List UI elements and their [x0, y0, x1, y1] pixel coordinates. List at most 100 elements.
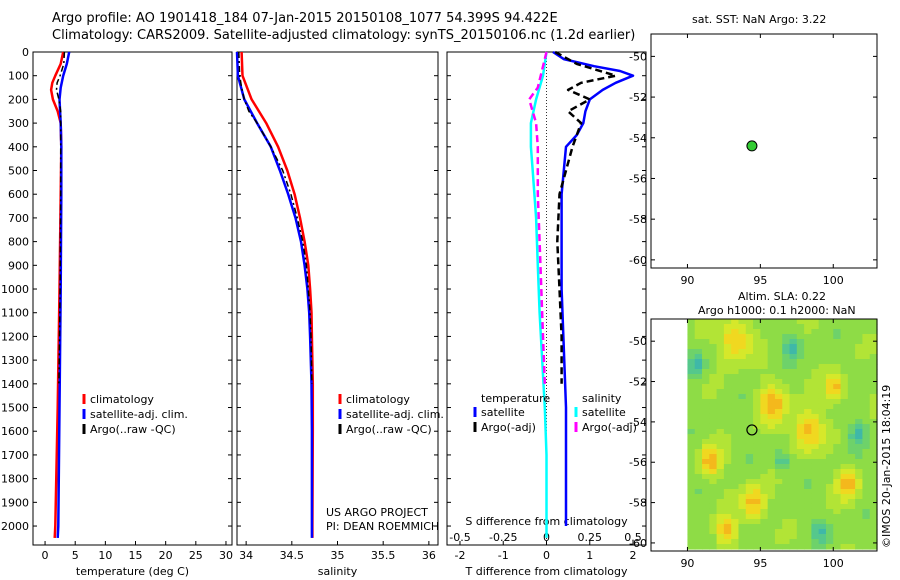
depth-tick-label: 600 [8, 188, 29, 201]
sla-heatmap-cell [709, 369, 718, 375]
sla-heatmap-cell [789, 369, 798, 375]
sla-heatmap-cell [782, 423, 791, 430]
sla-heatmap-cell [731, 369, 740, 375]
sla-heatmap-cell [833, 413, 842, 420]
sla-heatmap-cell [745, 393, 754, 400]
sla-heatmap-cell [723, 398, 732, 405]
sla-heatmap-cell [862, 369, 871, 375]
sla-heatmap-cell [869, 508, 878, 515]
sla-heatmap-cell [789, 518, 798, 525]
sla-heatmap-cell [833, 453, 842, 460]
sla-heatmap-cell [796, 403, 805, 410]
sla-heatmap-cell [760, 364, 769, 370]
sla-heatmap-cell [869, 403, 878, 410]
sla-heatmap-cell [869, 503, 878, 510]
sla-heatmap-cell [782, 334, 791, 340]
sla-heatmap-cell [687, 528, 696, 535]
salinity-xlabel: salinity [318, 565, 358, 578]
sla-heatmap-cell [745, 473, 754, 480]
sla-heatmap-cell [811, 458, 820, 465]
sla-heatmap-cell [723, 443, 732, 450]
sla-heatmap-cell [862, 324, 871, 330]
sla-heatmap-cell [687, 364, 696, 370]
sla-heatmap-cell [694, 453, 703, 460]
sla-heatmap-cell [804, 418, 812, 425]
sla-heatmap-cell [745, 508, 754, 515]
sla-heatmap-cell [818, 503, 827, 510]
sla-heatmap-cell [833, 403, 842, 410]
sla-heatmap-cell [804, 433, 812, 440]
sla-heatmap-cell [782, 388, 791, 395]
sla-heatmap-cell [804, 533, 812, 540]
sla-heatmap-cell [811, 503, 820, 510]
sla-heatmap-cell [738, 508, 747, 515]
sla-heatmap-cell [767, 473, 776, 480]
sla-heatmap-cell [702, 488, 710, 495]
sla-heatmap-cell [782, 359, 791, 365]
sla-heatmap-cell [753, 448, 761, 455]
sla-heatmap-cell [862, 518, 871, 525]
sla-heatmap-cell [745, 334, 754, 340]
sla-heatmap-cell [687, 523, 696, 530]
sla-heatmap-cell [789, 379, 798, 385]
sla-heatmap-cell [840, 468, 849, 475]
depth-tick-label: 1900 [1, 496, 29, 509]
sla-heatmap-cell [687, 538, 696, 545]
sla-heatmap-cell [833, 448, 842, 455]
sla-heatmap-cell [825, 478, 834, 485]
sla-heatmap-cell [796, 498, 805, 505]
sla-heatmap-cell [745, 369, 754, 375]
sla-heatmap-cell [811, 528, 820, 535]
sla-heatmap-cell [687, 339, 696, 345]
sla-heatmap-cell [818, 508, 827, 515]
sla-heatmap-cell [796, 513, 805, 520]
sla-heatmap-cell [825, 473, 834, 480]
sla-heatmap-cell [804, 468, 812, 475]
sla-heatmap-cell [782, 413, 791, 420]
sla-heatmap-cell [702, 369, 710, 375]
sla-heatmap-cell [753, 364, 761, 370]
sla-heatmap-cell [847, 403, 856, 410]
sla-heatmap-cell [825, 523, 834, 530]
sla-heatmap-cell [818, 354, 827, 360]
sla-heatmap-cell [702, 448, 710, 455]
sla-heatmap-cell [731, 388, 740, 395]
sla-map-y-tick-label: -56 [629, 456, 647, 469]
sla-heatmap-cell [847, 339, 856, 345]
sla-heatmap-cell [855, 543, 864, 550]
depth-tick-label: 500 [8, 165, 29, 178]
depth-tick-label: 300 [8, 117, 29, 130]
sla-heatmap-cell [723, 369, 732, 375]
sla-heatmap-cell [760, 483, 769, 490]
sla-heatmap-cell [731, 339, 740, 345]
sla-heatmap-cell [869, 533, 878, 540]
sla-heatmap-cell [818, 528, 827, 535]
sla-heatmap-cell [833, 463, 842, 470]
sla-heatmap-cell [840, 374, 849, 380]
sla-heatmap-cell [811, 508, 820, 515]
sla-heatmap-cell [782, 533, 791, 540]
sla-heatmap-cell [811, 478, 820, 485]
sla-heatmap-cell [825, 393, 834, 400]
sla-heatmap-cell [760, 344, 769, 350]
sla-heatmap-cell [811, 319, 820, 325]
sla-heatmap-cell [753, 523, 761, 530]
sla-heatmap-cell [847, 319, 856, 325]
sla-heatmap-cell [855, 374, 864, 380]
sla-heatmap-cell [840, 388, 849, 395]
sla-heatmap-cell [869, 334, 878, 340]
sla-heatmap-cell [687, 513, 696, 520]
sla-heatmap-cell [796, 369, 805, 375]
sla-heatmap-cell [709, 423, 718, 430]
depth-tick-label: 700 [8, 212, 29, 225]
sla-heatmap-cell [738, 433, 747, 440]
sla-heatmap-cell [760, 354, 769, 360]
sla-heatmap-cell [862, 453, 871, 460]
sla-heatmap-cell [855, 334, 864, 340]
sla-heatmap-cell [753, 493, 761, 500]
sla-heatmap-cell [709, 319, 718, 325]
sla-heatmap-cell [745, 533, 754, 540]
sla-heatmap-cell [694, 349, 703, 355]
sla-heatmap-cell [687, 503, 696, 510]
sla-heatmap-cell [804, 369, 812, 375]
